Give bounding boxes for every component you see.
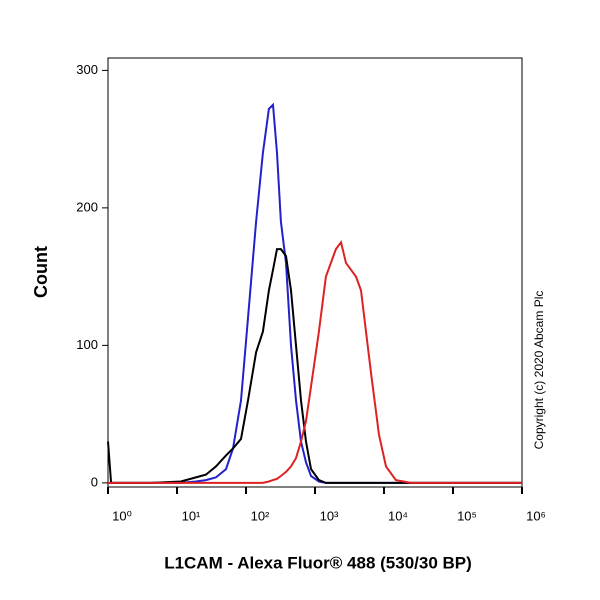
y-tick-label: 200 [76, 199, 98, 214]
x-tick-label: 10³ [320, 508, 339, 523]
histogram-line [108, 240, 522, 484]
histogram-line [108, 102, 522, 484]
copyright: Copyright (c) 2020 Abcam Plc [532, 291, 546, 450]
y-tick-label: 0 [91, 474, 98, 489]
y-axis-label: Count [31, 246, 51, 298]
y-tick-label: 100 [76, 337, 98, 352]
plot-frame [107, 57, 523, 488]
x-tick-label: 10⁵ [457, 508, 477, 523]
x-tick-label: 10² [251, 508, 270, 523]
x-tick-label: 10¹ [182, 508, 201, 523]
histogram-line [107, 248, 522, 484]
x-axis-label: L1CAM - Alexa Fluor® 488 (530/30 BP) [164, 553, 472, 572]
y-tick-label: 300 [76, 62, 98, 77]
x-tick-label: 10⁶ [526, 508, 546, 523]
x-tick-label: 10⁰ [112, 508, 132, 523]
x-tick-label: 10⁴ [388, 508, 408, 523]
